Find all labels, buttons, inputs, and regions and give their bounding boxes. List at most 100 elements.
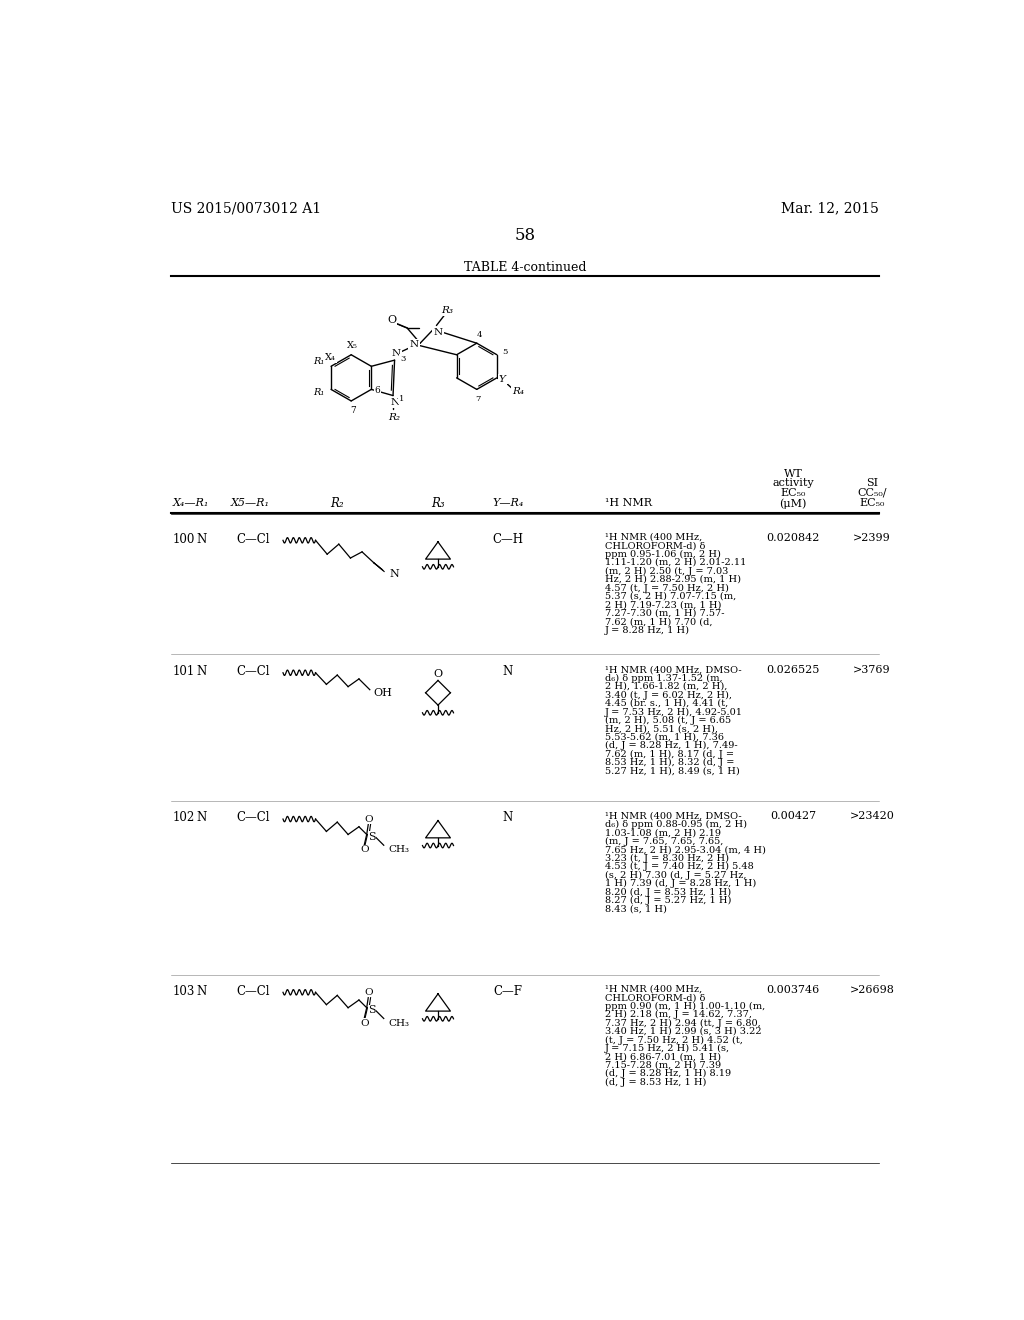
Text: 6: 6 [501,375,507,383]
Text: N: N [391,348,400,358]
Text: 8.53 Hz, 1 H), 8.32 (d, J =: 8.53 Hz, 1 H), 8.32 (d, J = [604,758,734,767]
Text: >23420: >23420 [850,812,894,821]
Text: 5.37 (s, 2 H) 7.07-7.15 (m,: 5.37 (s, 2 H) 7.07-7.15 (m, [604,591,736,601]
Text: WT: WT [783,469,803,479]
Text: R₁: R₁ [313,388,325,397]
Text: X₄: X₄ [325,352,336,362]
Text: O: O [365,987,374,997]
Text: 6: 6 [375,387,380,396]
Text: EC₅₀: EC₅₀ [859,499,885,508]
Text: 0.003746: 0.003746 [766,985,819,994]
Text: R₃: R₃ [441,306,454,314]
Text: CH₃: CH₃ [388,1019,410,1027]
Text: 8.20 (d, J = 8.53 Hz, 1 H): 8.20 (d, J = 8.53 Hz, 1 H) [604,887,731,896]
Text: 101: 101 [173,665,196,678]
Text: >26698: >26698 [850,985,894,994]
Text: CHLOROFORM-d) δ: CHLOROFORM-d) δ [604,541,705,550]
Text: 3.40 (t, J = 6.02 Hz, 2 H),: 3.40 (t, J = 6.02 Hz, 2 H), [604,690,731,700]
Text: N: N [410,341,419,350]
Text: O: O [433,668,442,678]
Text: 7: 7 [475,396,481,404]
Text: 1.03-1.08 (m, 2 H) 2.19: 1.03-1.08 (m, 2 H) 2.19 [604,829,721,837]
Text: 5.53-5.62 (m, 1 H), 7.36: 5.53-5.62 (m, 1 H), 7.36 [604,733,724,742]
Text: 2 H) 7.19-7.23 (m, 1 H): 2 H) 7.19-7.23 (m, 1 H) [604,601,721,610]
Text: R₁: R₁ [313,358,325,366]
Text: Y—R₄: Y—R₄ [493,499,523,508]
Text: C—Cl: C—Cl [237,985,270,998]
Text: O: O [360,845,369,854]
Text: N: N [197,985,207,998]
Text: 7.37 Hz, 2 H) 2.94 (tt, J = 6.80,: 7.37 Hz, 2 H) 2.94 (tt, J = 6.80, [604,1019,761,1027]
Text: (s, 2 H) 7.30 (d, J = 5.27 Hz,: (s, 2 H) 7.30 (d, J = 5.27 Hz, [604,871,746,879]
Text: Hz, 2 H) 2.88-2.95 (m, 1 H): Hz, 2 H) 2.88-2.95 (m, 1 H) [604,576,740,583]
Text: (d, J = 8.53 Hz, 1 H): (d, J = 8.53 Hz, 1 H) [604,1077,706,1086]
Text: CHLOROFORM-d) δ: CHLOROFORM-d) δ [604,993,705,1002]
Text: O: O [365,814,374,824]
Text: 7.27-7.30 (m, 1 H) 7.57-: 7.27-7.30 (m, 1 H) 7.57- [604,609,724,618]
Text: N: N [433,327,442,337]
Text: ¹H NMR (400 MHz,: ¹H NMR (400 MHz, [604,985,701,994]
Text: X₄—R₁: X₄—R₁ [173,499,209,508]
Text: N: N [503,812,513,825]
Text: O: O [387,315,396,325]
Text: 5: 5 [502,347,507,355]
Text: R₄: R₄ [513,387,524,396]
Text: 2 H) 2.18 (m, J = 14.62, 7.37,: 2 H) 2.18 (m, J = 14.62, 7.37, [604,1010,752,1019]
Text: 0.00427: 0.00427 [770,812,816,821]
Text: 2 H), 1.66-1.82 (m, 2 H),: 2 H), 1.66-1.82 (m, 2 H), [604,682,727,690]
Text: CH₃: CH₃ [388,845,410,854]
Text: OH: OH [373,688,392,698]
Text: Y: Y [499,375,506,384]
Text: 8.27 (d, J = 5.27 Hz, 1 H): 8.27 (d, J = 5.27 Hz, 1 H) [604,896,731,906]
Text: 7.15-7.28 (m, 2 H) 7.39: 7.15-7.28 (m, 2 H) 7.39 [604,1061,721,1069]
Text: O: O [360,1019,369,1027]
Text: 1.11-1.20 (m, 2 H) 2.01-2.11: 1.11-1.20 (m, 2 H) 2.01-2.11 [604,558,746,568]
Text: 4.53 (t, J = 7.40 Hz, 2 H) 5.48: 4.53 (t, J = 7.40 Hz, 2 H) 5.48 [604,862,754,871]
Text: (μM): (μM) [779,498,807,508]
Text: N: N [197,665,207,678]
Text: 103: 103 [173,985,196,998]
Text: N: N [503,665,513,678]
Text: (d, J = 8.28 Hz, 1 H), 7.49-: (d, J = 8.28 Hz, 1 H), 7.49- [604,742,737,750]
Text: >2399: >2399 [853,533,891,543]
Text: ¹H NMR: ¹H NMR [604,499,651,508]
Text: 58: 58 [514,227,536,244]
Text: 3.23 (t, J = 8.30 Hz, 2 H): 3.23 (t, J = 8.30 Hz, 2 H) [604,854,729,863]
Text: CC₅₀/: CC₅₀/ [857,487,887,498]
Text: C—Cl: C—Cl [237,533,270,545]
Text: R₂: R₂ [331,496,344,510]
Text: 4.45 (br. s., 1 H), 4.41 (t,: 4.45 (br. s., 1 H), 4.41 (t, [604,700,728,708]
Text: 0.020842: 0.020842 [766,533,819,543]
Text: 102: 102 [173,812,196,825]
Text: 8.43 (s, 1 H): 8.43 (s, 1 H) [604,904,667,913]
Text: EC₅₀: EC₅₀ [780,487,806,498]
Text: 3: 3 [400,355,406,363]
Text: N: N [197,533,207,545]
Text: 100: 100 [173,533,196,545]
Text: J = 7.53 Hz, 2 H), 4.92-5.01: J = 7.53 Hz, 2 H), 4.92-5.01 [604,708,742,717]
Text: ¹H NMR (400 MHz, DMSO-: ¹H NMR (400 MHz, DMSO- [604,812,741,820]
Text: X5—R₁: X5—R₁ [230,499,269,508]
Text: Hz, 2 H), 5.51 (s, 2 H),: Hz, 2 H), 5.51 (s, 2 H), [604,725,718,734]
Text: 2 H) 6.86-7.01 (m, 1 H): 2 H) 6.86-7.01 (m, 1 H) [604,1052,721,1061]
Text: (m, J = 7.65, 7.65, 7.65,: (m, J = 7.65, 7.65, 7.65, [604,837,723,846]
Text: TABLE 4-continued: TABLE 4-continued [464,261,586,275]
Text: (m, 2 H), 5.08 (t, J = 6.65: (m, 2 H), 5.08 (t, J = 6.65 [604,715,731,725]
Text: 0.026525: 0.026525 [766,665,819,675]
Text: ¹H NMR (400 MHz, DMSO-: ¹H NMR (400 MHz, DMSO- [604,665,741,675]
Text: (t, J = 7.50 Hz, 2 H) 4.52 (t,: (t, J = 7.50 Hz, 2 H) 4.52 (t, [604,1035,742,1044]
Text: ppm 0.95-1.06 (m, 2 H): ppm 0.95-1.06 (m, 2 H) [604,549,721,558]
Text: (m, 2 H) 2.50 (t, J = 7.03: (m, 2 H) 2.50 (t, J = 7.03 [604,566,728,576]
Text: US 2015/0073012 A1: US 2015/0073012 A1 [171,202,321,215]
Text: N: N [390,399,399,407]
Text: C—Cl: C—Cl [237,812,270,825]
Text: C—F: C—F [494,985,522,998]
Text: >3769: >3769 [853,665,891,675]
Text: 7.65 Hz, 2 H) 2.95-3.04 (m, 4 H): 7.65 Hz, 2 H) 2.95-3.04 (m, 4 H) [604,845,766,854]
Text: d₆) δ ppm 1.37-1.52 (m,: d₆) δ ppm 1.37-1.52 (m, [604,673,722,682]
Text: C—Cl: C—Cl [237,665,270,678]
Text: N: N [389,569,399,579]
Text: J = 7.15 Hz, 2 H) 5.41 (s,: J = 7.15 Hz, 2 H) 5.41 (s, [604,1044,730,1053]
Text: R₂: R₂ [388,413,400,421]
Text: d₆) δ ppm 0.88-0.95 (m, 2 H): d₆) δ ppm 0.88-0.95 (m, 2 H) [604,820,746,829]
